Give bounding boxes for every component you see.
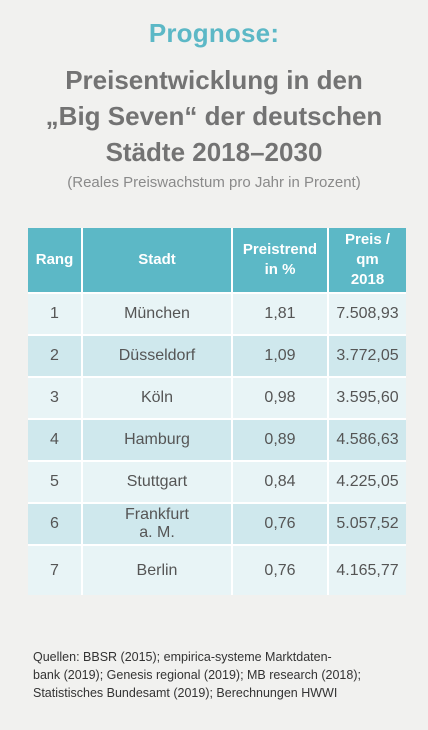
table-row: 4 Hamburg 0,89 4.586,63 bbox=[28, 418, 406, 461]
cell-rang: 6 bbox=[28, 502, 83, 545]
cell-stadt: München bbox=[82, 292, 233, 335]
cell-rang: 7 bbox=[28, 544, 83, 595]
cell-stadt-line-2: a. M. bbox=[139, 524, 175, 541]
cell-rang: 3 bbox=[28, 376, 83, 419]
cell-preistrend: 0,76 bbox=[232, 544, 329, 595]
cell-preistrend: 1,09 bbox=[232, 334, 329, 377]
cell-preistrend: 0,84 bbox=[232, 460, 329, 503]
header-preis: Preis / qm 2018 bbox=[328, 228, 406, 293]
price-table: Rang Stadt Preistrend in % Preis / qm 20… bbox=[28, 228, 406, 595]
cell-preis: 4.225,05 bbox=[328, 460, 406, 503]
header-preistrend-line-1: Preistrend bbox=[242, 241, 318, 258]
table-row: 7 Berlin 0,76 4.165,77 bbox=[28, 544, 406, 595]
table-row: 5 Stuttgart 0,84 4.225,05 bbox=[28, 460, 406, 503]
cell-preis: 3.595,60 bbox=[328, 376, 406, 419]
sources-line-3: Statistisches Bundesamt (2019); Berechnu… bbox=[33, 686, 338, 700]
cell-preistrend: 0,76 bbox=[232, 502, 329, 545]
cell-preis: 4.165,77 bbox=[328, 544, 406, 595]
table-row: 1 München 1,81 7.508,93 bbox=[28, 292, 406, 335]
cell-stadt: Berlin bbox=[82, 544, 233, 595]
sources-note: Quellen: BBSR (2015); empirica-systeme M… bbox=[33, 648, 408, 702]
title-line-1: Preisentwicklung in den bbox=[65, 65, 363, 95]
cell-preistrend: 0,98 bbox=[232, 376, 329, 419]
title-line-3: Städte 2018–2030 bbox=[105, 137, 323, 167]
cell-stadt: Düsseldorf bbox=[82, 334, 233, 377]
header-rang: Rang bbox=[28, 228, 83, 293]
cell-preis: 5.057,52 bbox=[328, 502, 406, 545]
table-row: 2 Düsseldorf 1,09 3.772,05 bbox=[28, 334, 406, 377]
cell-rang: 1 bbox=[28, 292, 83, 335]
header-preis-line-2: 2018 bbox=[350, 271, 385, 288]
sources-line-2: bank (2019); Genesis regional (2019); MB… bbox=[33, 668, 361, 682]
cell-stadt: Stuttgart bbox=[82, 460, 233, 503]
page-title: Preisentwicklung in den „Big Seven“ der … bbox=[20, 62, 408, 170]
cell-stadt: Köln bbox=[82, 376, 233, 419]
cell-preis: 3.772,05 bbox=[328, 334, 406, 377]
header-stadt: Stadt bbox=[82, 228, 233, 293]
title-line-2: „Big Seven“ der deutschen bbox=[45, 101, 383, 131]
cell-preis: 7.508,93 bbox=[328, 292, 406, 335]
cell-rang: 2 bbox=[28, 334, 83, 377]
header-preistrend: Preistrend in % bbox=[232, 228, 329, 293]
kicker-heading: Prognose: bbox=[148, 18, 280, 48]
cell-stadt: Frankfurt a. M. bbox=[82, 502, 233, 545]
sources-line-1: Quellen: BBSR (2015); empirica-systeme M… bbox=[33, 650, 332, 664]
table-row: 6 Frankfurt a. M. 0,76 5.057,52 bbox=[28, 502, 406, 545]
cell-stadt-line-1: Frankfurt bbox=[124, 506, 189, 523]
table-header-row: Rang Stadt Preistrend in % Preis / qm 20… bbox=[28, 228, 406, 293]
cell-stadt: Hamburg bbox=[82, 418, 233, 461]
table-row: 3 Köln 0,98 3.595,60 bbox=[28, 376, 406, 419]
header-preistrend-line-2: in % bbox=[264, 261, 296, 278]
cell-preistrend: 1,81 bbox=[232, 292, 329, 335]
cell-rang: 4 bbox=[28, 418, 83, 461]
header-preis-line-1: Preis / qm bbox=[344, 231, 391, 268]
subtitle: (Reales Preiswachstum pro Jahr in Prozen… bbox=[67, 174, 361, 191]
cell-preis: 4.586,63 bbox=[328, 418, 406, 461]
cell-rang: 5 bbox=[28, 460, 83, 503]
cell-preistrend: 0,89 bbox=[232, 418, 329, 461]
